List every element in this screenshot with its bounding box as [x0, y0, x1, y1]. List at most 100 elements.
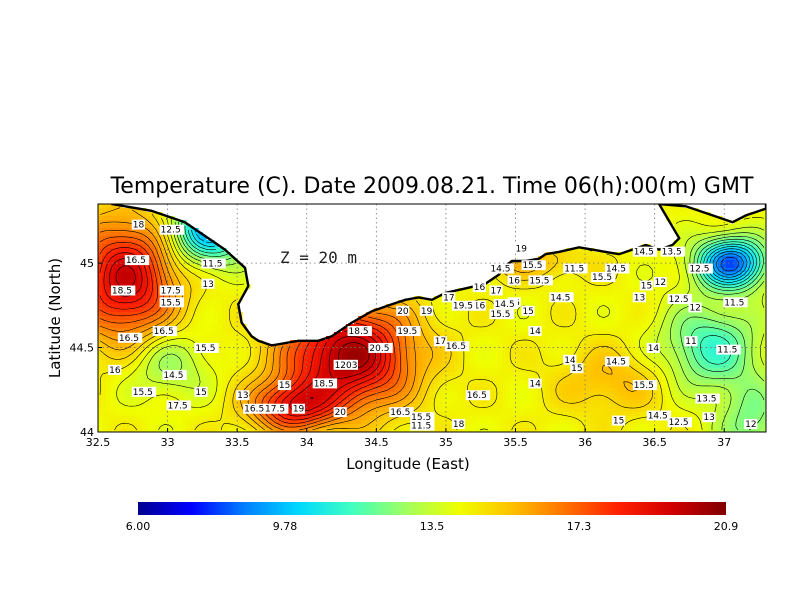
field-cell	[646, 312, 651, 317]
field-cell	[238, 276, 243, 281]
field-cell	[198, 320, 203, 325]
field-cell	[102, 264, 107, 269]
field-cell	[606, 316, 611, 321]
field-cell	[202, 288, 207, 293]
field-cell	[630, 352, 635, 357]
field-cell	[326, 348, 331, 353]
field-cell	[726, 252, 731, 257]
field-cell	[682, 228, 687, 233]
field-cell	[650, 272, 655, 277]
field-cell	[574, 336, 579, 341]
field-cell	[414, 300, 419, 305]
field-cell	[154, 288, 159, 293]
field-cell	[230, 260, 235, 265]
field-cell	[162, 344, 167, 349]
field-cell	[482, 380, 487, 385]
field-cell	[554, 288, 559, 293]
field-cell	[390, 372, 395, 377]
field-cell	[442, 304, 447, 309]
field-cell	[510, 324, 515, 329]
field-cell	[418, 356, 423, 361]
field-cell	[686, 260, 691, 265]
field-cell	[178, 328, 183, 333]
field-cell	[222, 336, 227, 341]
field-cell	[234, 332, 239, 337]
field-cell	[666, 332, 671, 337]
field-cell	[618, 324, 623, 329]
field-cell	[474, 340, 479, 345]
field-cell	[686, 284, 691, 289]
field-cell	[702, 244, 707, 249]
field-cell	[150, 300, 155, 305]
field-cell	[514, 344, 519, 349]
field-cell	[110, 296, 115, 301]
field-cell	[158, 380, 163, 385]
field-cell	[610, 292, 615, 297]
field-cell	[98, 332, 103, 337]
field-cell	[186, 360, 191, 365]
field-cell	[134, 308, 139, 313]
field-cell	[174, 320, 179, 325]
field-cell	[674, 316, 679, 321]
field-cell	[634, 304, 639, 309]
field-cell	[378, 316, 383, 321]
field-cell	[382, 372, 387, 377]
field-cell	[238, 272, 243, 277]
field-cell	[514, 368, 519, 373]
field-cell	[598, 336, 603, 341]
field-cell	[518, 320, 523, 325]
field-cell	[758, 276, 763, 281]
field-cell	[674, 344, 679, 349]
field-cell	[682, 368, 687, 373]
field-cell	[118, 264, 123, 269]
field-cell	[762, 276, 766, 281]
field-cell	[670, 328, 675, 333]
field-cell	[658, 380, 663, 385]
field-cell	[462, 324, 467, 329]
field-cell	[98, 264, 103, 269]
field-cell	[406, 336, 411, 341]
field-cell	[178, 312, 183, 317]
field-cell	[510, 368, 515, 373]
field-cell	[466, 364, 471, 369]
field-cell	[186, 224, 191, 229]
field-cell	[706, 292, 711, 297]
field-cell	[186, 244, 191, 249]
field-cell	[674, 220, 679, 225]
field-cell	[422, 328, 427, 333]
field-cell	[550, 360, 555, 365]
field-cell	[230, 336, 235, 341]
field-cell	[406, 360, 411, 365]
field-cell	[510, 348, 515, 353]
field-cell	[666, 204, 671, 209]
field-cell	[554, 340, 559, 345]
field-cell	[254, 356, 259, 361]
field-cell	[594, 320, 599, 325]
field-cell	[258, 356, 263, 361]
field-cell	[718, 220, 723, 225]
field-cell	[678, 260, 683, 265]
field-cell	[666, 264, 671, 269]
field-cell	[754, 372, 759, 377]
field-cell	[710, 300, 715, 305]
field-cell	[146, 280, 151, 285]
field-cell	[126, 272, 131, 277]
field-cell	[342, 380, 347, 385]
field-cell	[514, 308, 519, 313]
field-cell	[342, 340, 347, 345]
field-cell	[186, 264, 191, 269]
field-cell	[498, 336, 503, 341]
field-cell	[462, 376, 467, 381]
field-cell	[170, 380, 175, 385]
field-cell	[590, 260, 595, 265]
field-cell	[598, 376, 603, 381]
field-cell	[122, 224, 127, 229]
field-cell	[118, 304, 123, 309]
field-cell	[590, 352, 595, 357]
field-cell	[578, 312, 583, 317]
field-cell	[558, 288, 563, 293]
field-cell	[738, 328, 743, 333]
field-cell	[422, 336, 427, 341]
field-cell	[590, 364, 595, 369]
field-cell	[122, 316, 127, 321]
